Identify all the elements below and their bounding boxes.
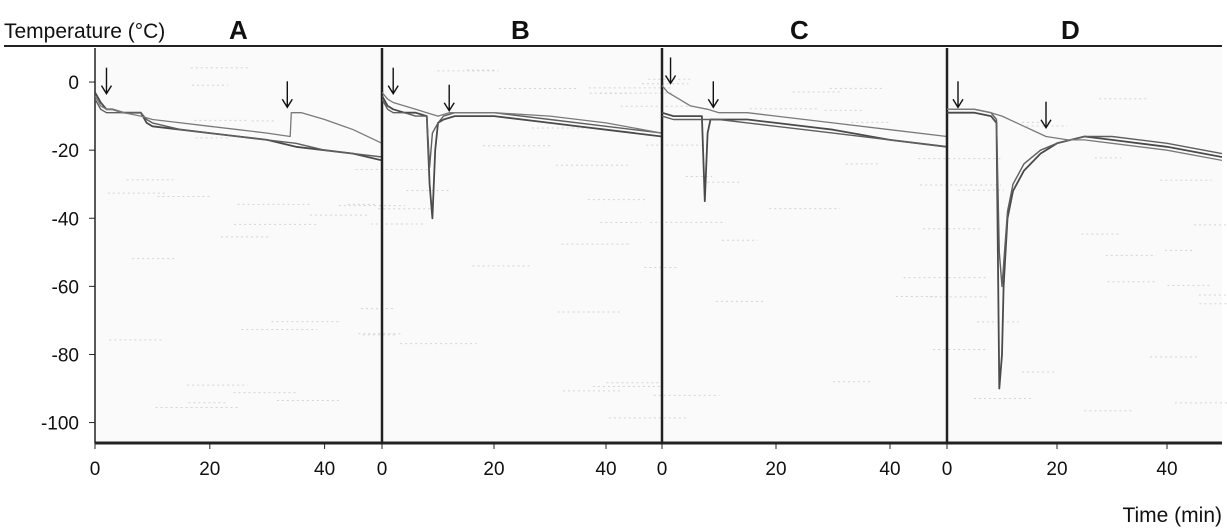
y-tick-label: 0 [68, 73, 79, 94]
x-tick-label: 20 [765, 459, 786, 480]
series-line-1 [382, 95, 662, 220]
x-tick-label: 0 [657, 459, 668, 480]
x-tick-label: 40 [879, 459, 900, 480]
annotation-arrow [952, 81, 964, 109]
panels: 0 -20 -40 -60 -80 -100 0 20 40 0 20 40 0 20 40 0 20 40 [41, 48, 1222, 480]
y-axis-title: Temperature (°C) [4, 20, 165, 43]
panel-letter-D: D [1061, 15, 1080, 45]
series-group [95, 91, 382, 162]
x-tick-label: 40 [1156, 459, 1177, 480]
x-tick-label: 0 [942, 459, 953, 480]
background-texture [107, 67, 1227, 419]
panel-letter-A: A [229, 15, 248, 45]
x-tick-label: 20 [1046, 459, 1067, 480]
panel-letter-C: C [790, 15, 809, 45]
annotation-arrow [1040, 101, 1052, 130]
panel-C: 0 20 40 [657, 48, 947, 480]
series-line-2 [662, 115, 947, 148]
x-tick-label: 40 [314, 459, 335, 480]
series-group [382, 91, 662, 220]
series-line-3 [947, 108, 1222, 162]
annotation-arrow [387, 67, 399, 95]
series-line-2 [382, 98, 662, 168]
y-tick-label: -60 [52, 277, 79, 298]
annotation-arrow [707, 81, 719, 109]
panel-letter-B: B [511, 15, 530, 45]
y-tick-label: -40 [52, 209, 79, 230]
annotation-arrow [443, 84, 455, 113]
series-line-3 [662, 85, 947, 138]
panel-A: 0 -20 -40 -60 -80 -100 0 20 40 [41, 48, 382, 480]
series-group [947, 108, 1222, 390]
panel-B: 0 20 40 [377, 48, 662, 480]
x-tick-label: 20 [199, 459, 220, 480]
series-line-2 [95, 98, 382, 158]
plot-background [95, 48, 1222, 443]
y-tick-label: -80 [52, 345, 79, 366]
x-tick-label: 0 [377, 459, 388, 480]
x-tick-label: 20 [483, 459, 504, 480]
x-axis-title: Time (min) [1122, 504, 1222, 527]
series-group [662, 85, 947, 203]
x-tick-label: 0 [90, 459, 101, 480]
annotation-arrow [100, 67, 113, 95]
x-tick-label: 40 [595, 459, 616, 480]
annotation-arrow [664, 57, 677, 85]
annotation-arrow [281, 81, 293, 109]
y-tick-label: -100 [41, 414, 79, 435]
y-tick-label: -20 [52, 141, 79, 162]
series-line-3 [382, 91, 662, 134]
series-line-3 [95, 95, 382, 144]
panel-D: 0 20 40 [942, 48, 1222, 480]
